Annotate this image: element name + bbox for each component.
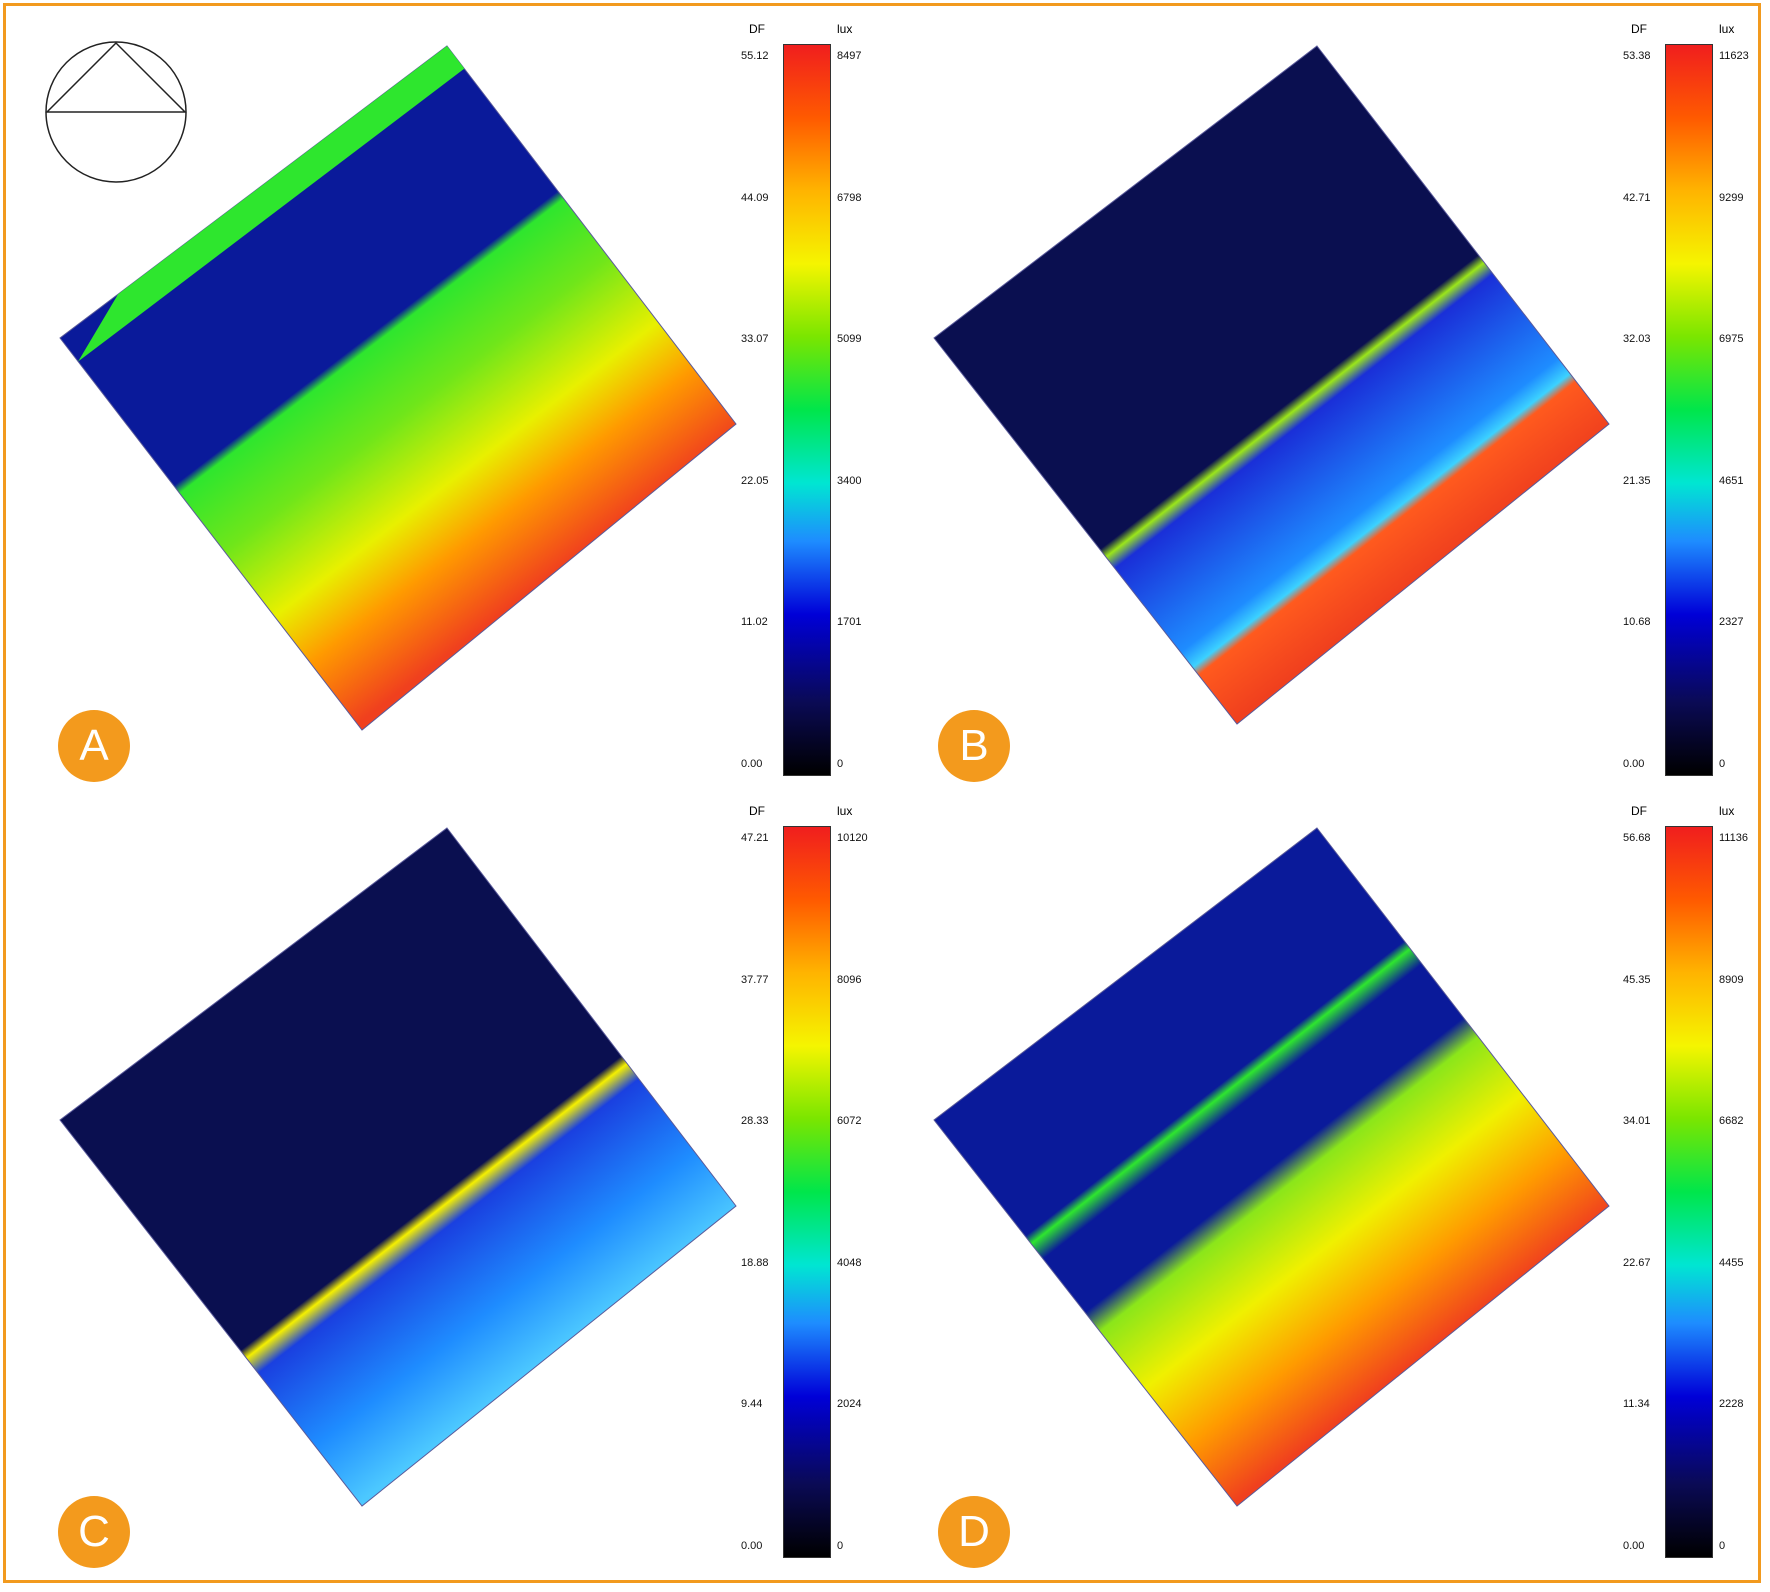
df-tick-label: 28.33 — [741, 1115, 769, 1128]
scale-header-lux: lux — [837, 22, 853, 36]
lux-tick-label: 8497 — [837, 50, 862, 62]
df-tick-label: 45.35 — [1623, 973, 1651, 986]
lux-tick-label: 2228 — [1719, 1398, 1744, 1411]
scale-header-lux: lux — [837, 804, 853, 818]
lux-tick-label: 11136 — [1719, 832, 1748, 844]
lux-tick-label: 8096 — [837, 973, 862, 986]
lux-tick-label: 5099 — [837, 333, 862, 346]
panel-label-c: C — [58, 1496, 130, 1568]
scale-header-df: DF — [1631, 22, 1647, 36]
df-tick-label: 22.67 — [1623, 1256, 1651, 1269]
scale-header-lux: lux — [1719, 22, 1735, 36]
lux-tick-label: 0 — [1719, 758, 1726, 770]
df-tick-label: 0.00 — [1623, 1540, 1645, 1552]
lux-tick-label: 0 — [837, 758, 844, 770]
df-tick-label: 0.00 — [741, 758, 763, 770]
lux-tick-label: 2327 — [1719, 616, 1744, 629]
df-tick-label: 56.68 — [1623, 832, 1651, 844]
df-tick-label: 11.34 — [1623, 1398, 1650, 1411]
df-tick-label: 0.00 — [741, 1540, 763, 1552]
lux-tick-label: 3400 — [837, 474, 862, 487]
lux-tick-label: 6975 — [1719, 333, 1744, 346]
color-scale-bar-a — [783, 44, 831, 776]
lux-tick-label: 2024 — [837, 1398, 862, 1411]
lux-tick-label: 4651 — [1719, 474, 1744, 487]
panel-label-b: B — [938, 710, 1010, 782]
df-tick-label: 10.68 — [1623, 616, 1651, 629]
df-tick-label: 55.12 — [741, 50, 769, 62]
lux-tick-label: 11623 — [1719, 50, 1749, 62]
lux-tick-label: 6798 — [837, 191, 862, 204]
lux-tick-label: 4455 — [1719, 1256, 1744, 1269]
panel-label-a: A — [58, 710, 130, 782]
scale-header-df: DF — [1631, 804, 1647, 818]
df-tick-label: 42.71 — [1623, 191, 1651, 204]
orientation-icon — [45, 41, 187, 183]
df-tick-label: 21.35 — [1623, 474, 1651, 487]
panel-label-d: D — [938, 1496, 1010, 1568]
plan-heatmap-a — [59, 45, 737, 731]
df-tick-label: 44.09 — [741, 191, 769, 204]
scale-header-lux: lux — [1719, 804, 1735, 818]
df-tick-label: 0.00 — [1623, 758, 1645, 770]
df-tick-label: 33.07 — [741, 333, 769, 346]
lux-tick-label: 4048 — [837, 1256, 862, 1269]
lux-tick-label: 0 — [837, 1540, 844, 1552]
figure-frame — [3, 3, 1761, 1583]
df-tick-label: 18.88 — [741, 1256, 769, 1269]
df-tick-label: 37.77 — [741, 973, 769, 986]
lux-tick-label: 6682 — [1719, 1115, 1744, 1128]
lux-tick-label: 6072 — [837, 1115, 862, 1128]
lux-tick-label: 0 — [1719, 1540, 1726, 1552]
plan-heatmap-b — [933, 45, 1610, 725]
color-scale-bar-c — [783, 826, 831, 1558]
plan-window-band — [78, 46, 465, 362]
df-tick-label: 22.05 — [741, 474, 769, 487]
df-tick-label: 32.03 — [1623, 333, 1651, 346]
scale-header-df: DF — [749, 22, 765, 36]
color-scale-bar-b — [1665, 44, 1713, 776]
plan-heatmap-d — [933, 827, 1610, 1507]
df-tick-label: 53.38 — [1623, 50, 1651, 62]
df-tick-label: 11.02 — [741, 616, 768, 629]
plan-heatmap-c — [59, 827, 737, 1507]
scale-header-df: DF — [749, 804, 765, 818]
color-scale-bar-d — [1665, 826, 1713, 1558]
lux-tick-label: 10120 — [837, 832, 868, 844]
lux-tick-label: 1701 — [837, 616, 862, 629]
df-tick-label: 9.44 — [741, 1398, 763, 1411]
lux-tick-label: 8909 — [1719, 973, 1744, 986]
lux-tick-label: 9299 — [1719, 191, 1744, 204]
df-tick-label: 34.01 — [1623, 1115, 1651, 1128]
df-tick-label: 47.21 — [741, 832, 769, 844]
